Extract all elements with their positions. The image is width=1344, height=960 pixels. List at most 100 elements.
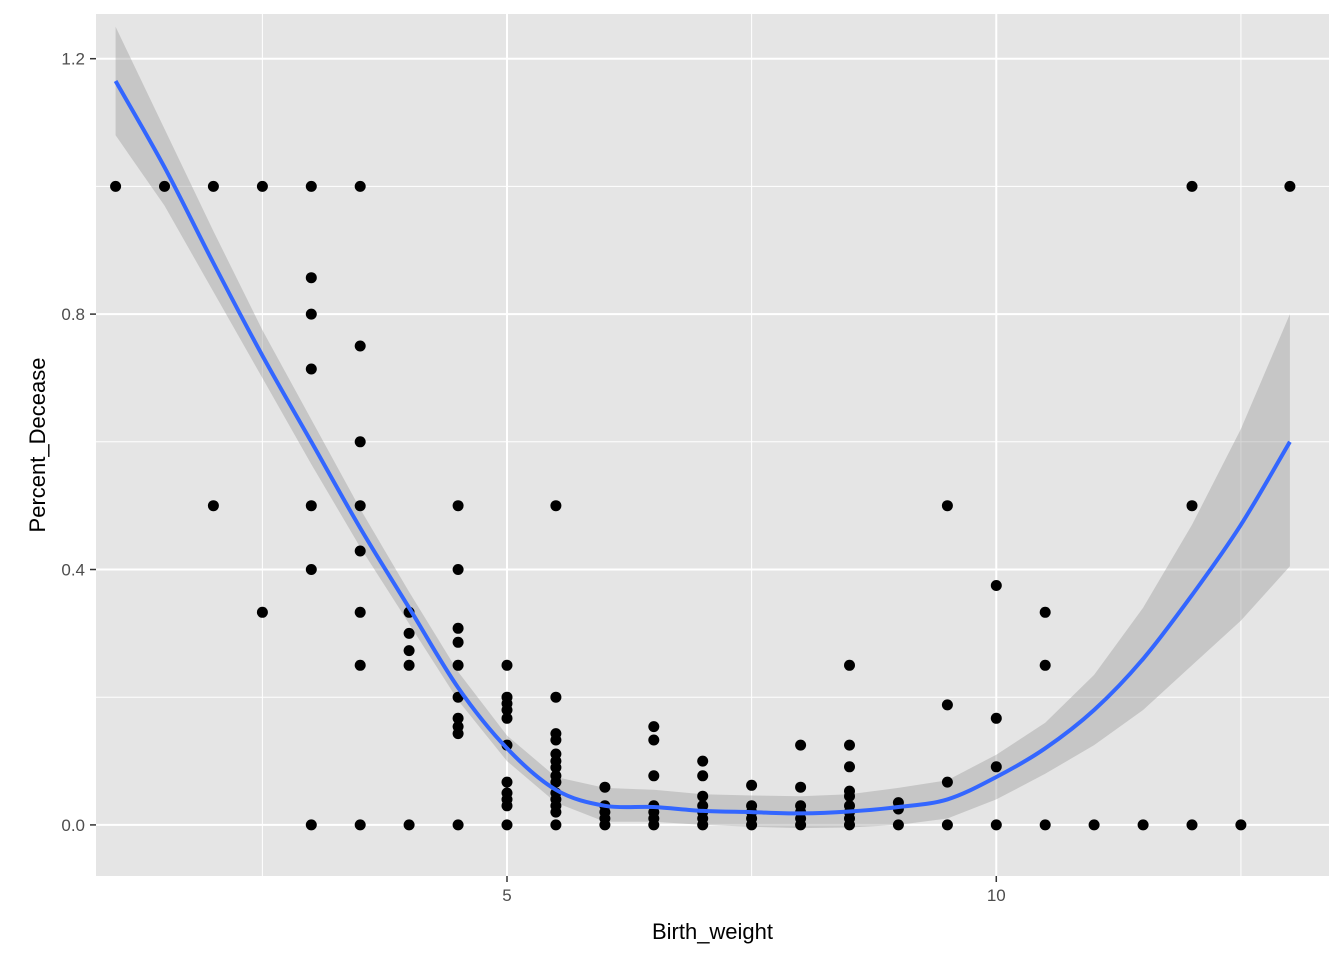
data-point [1186,180,1198,192]
data-point [452,564,464,575]
data-point [990,580,1002,591]
data-point [844,819,855,831]
data-point [354,340,366,352]
data-point [844,659,855,671]
data-point [1137,819,1149,831]
x-tick-label: 10 [987,886,1006,905]
data-point [1186,819,1198,831]
data-point [990,819,1002,831]
smooth-line [113,80,1292,816]
plot-panel [96,14,1329,876]
data-point [697,819,709,831]
data-point [354,180,366,192]
data-point [403,627,415,639]
data-point [599,781,611,793]
data-point [746,819,758,831]
data-point [648,770,660,782]
data-point [159,180,170,192]
data-point [452,659,464,671]
data-point [941,776,953,788]
data-point [599,819,611,831]
data-point [844,761,855,773]
y-tick-label: 0.0 [61,816,85,835]
data-point [501,659,513,671]
data-point [550,819,562,831]
y-axis: 0.0 0.4 0.8 1.2 [61,50,96,835]
data-point [452,819,464,831]
data-point [1039,659,1051,671]
data-point [207,500,219,512]
x-axis-title: Birth_weight [652,919,773,944]
data-point [452,622,464,634]
data-point [501,776,513,788]
data-point [452,712,464,724]
data-point [844,739,855,751]
data-point [1186,500,1198,512]
data-point [256,606,268,618]
data-point [1039,606,1051,618]
data-point [305,272,317,284]
x-axis: 5 10 [502,876,1006,905]
data-point [941,819,953,831]
data-point [1039,819,1051,831]
data-point [941,500,953,512]
data-point [795,819,807,831]
data-point [354,819,366,831]
data-point [403,819,415,831]
data-point [501,712,513,724]
data-point [305,308,317,320]
data-point [305,564,317,575]
data-point [648,721,660,733]
data-point [550,734,562,746]
y-tick-label: 0.8 [61,305,85,324]
data-point [941,699,953,711]
major-gridlines [96,14,1329,876]
data-point [305,180,317,192]
data-point [746,779,758,791]
data-point [550,762,562,773]
data-point [648,819,660,831]
y-tick-label: 1.2 [61,50,85,69]
data-point [550,500,562,512]
data-point [207,180,219,192]
data-point [256,180,268,192]
data-point [354,606,366,618]
data-point [550,776,562,788]
data-point [1235,819,1247,831]
data-point [403,645,415,657]
data-point [697,790,709,802]
minor-gridlines [96,14,1329,876]
data-point [697,755,709,767]
data-point [697,770,709,782]
data-point [305,363,317,375]
data-point [844,790,855,802]
data-point [452,500,464,512]
data-point [305,500,317,512]
data-point [1088,819,1100,831]
data-point [550,691,562,703]
data-point [501,800,513,812]
data-point [892,819,904,831]
data-point [1284,180,1296,192]
x-tick-label: 5 [502,886,511,905]
data-point [452,728,464,740]
data-point [795,739,807,751]
data-point [501,819,513,831]
data-point [990,712,1002,724]
data-point [550,806,562,818]
y-axis-title: Percent_Decease [25,358,50,533]
data-point [354,545,366,557]
data-point [305,819,317,831]
data-point [403,659,415,671]
data-point [501,704,513,716]
data-point [795,781,807,793]
data-point [452,636,464,648]
data-point [648,734,660,746]
data-point [354,436,366,448]
data-point [990,761,1002,773]
data-point [110,180,122,192]
y-tick-label: 0.4 [61,561,85,580]
data-point [354,659,366,671]
data-point [354,500,366,512]
